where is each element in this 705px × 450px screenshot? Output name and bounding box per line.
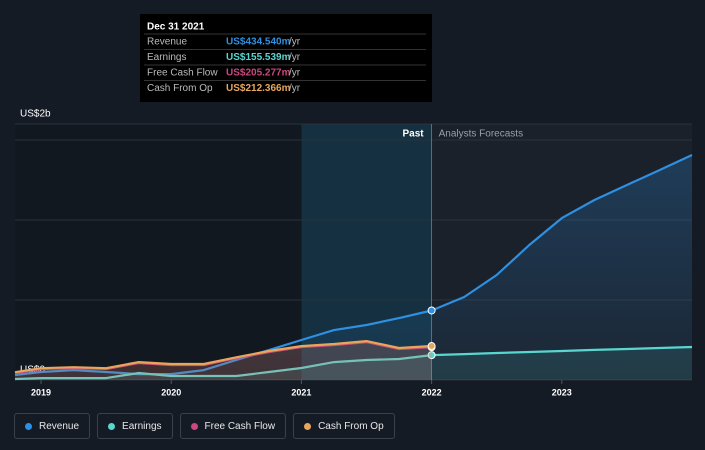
legend-label: Free Cash Flow <box>204 420 276 432</box>
legend-item[interactable]: Cash From Op <box>293 413 395 439</box>
tooltip-box <box>140 14 432 102</box>
tooltip-value: US$155.539m <box>226 52 291 63</box>
tooltip: Dec 31 2021 Revenue US$434.540m/yr Earnings… <box>140 14 432 102</box>
series-area <box>15 347 692 380</box>
tooltip-unit: /yr <box>289 83 301 94</box>
legend-item[interactable]: Earnings <box>97 413 173 439</box>
tooltip-unit: /yr <box>289 68 301 79</box>
tooltip-value: US$434.540m <box>226 37 291 48</box>
past-shade <box>15 124 302 380</box>
x-tick-label: 2021 <box>291 387 311 397</box>
hover-point <box>427 342 436 351</box>
legend-swatch <box>108 422 116 430</box>
tooltip-name: Earnings <box>147 52 186 63</box>
series-line <box>14 340 432 374</box>
legend-swatch <box>304 422 312 430</box>
tooltip-unit: /yr <box>289 52 301 63</box>
tooltip-name: Revenue <box>147 37 187 48</box>
legend-swatch <box>190 422 198 430</box>
past-label: Past <box>402 129 424 140</box>
series-line <box>14 154 693 377</box>
x-tick-label: 2022 <box>422 387 442 397</box>
x-tick-label: 2020 <box>161 387 181 397</box>
tooltip-unit: /yr <box>289 37 301 48</box>
legend-label: Revenue <box>39 420 80 432</box>
hover-point <box>427 306 436 315</box>
legend-label: Cash From Op <box>318 420 384 432</box>
y-tick-label: US$2b <box>20 109 51 120</box>
tooltip-name: Free Cash Flow <box>147 68 218 79</box>
series-line <box>14 345 693 381</box>
tooltip-name: Cash From Op <box>147 83 213 94</box>
x-tick-label: 2019 <box>31 387 51 397</box>
legend-item[interactable]: Revenue <box>14 413 91 439</box>
tooltip-value: US$212.366m <box>226 83 291 94</box>
hover-point <box>427 351 436 360</box>
legend: Revenue Earnings Free Cash Flow Cash From O… <box>14 413 395 439</box>
tooltip-value: US$205.277m <box>226 68 291 79</box>
legend-item[interactable]: Free Cash Flow <box>179 413 287 439</box>
series-area <box>15 155 692 380</box>
forecast-label: Analysts Forecasts <box>439 129 523 140</box>
legend-swatch <box>25 422 32 430</box>
tooltip-date: Dec 31 2021 <box>147 22 205 33</box>
x-tick-label: 2023 <box>552 387 572 397</box>
legend-label: Earnings <box>122 420 162 432</box>
